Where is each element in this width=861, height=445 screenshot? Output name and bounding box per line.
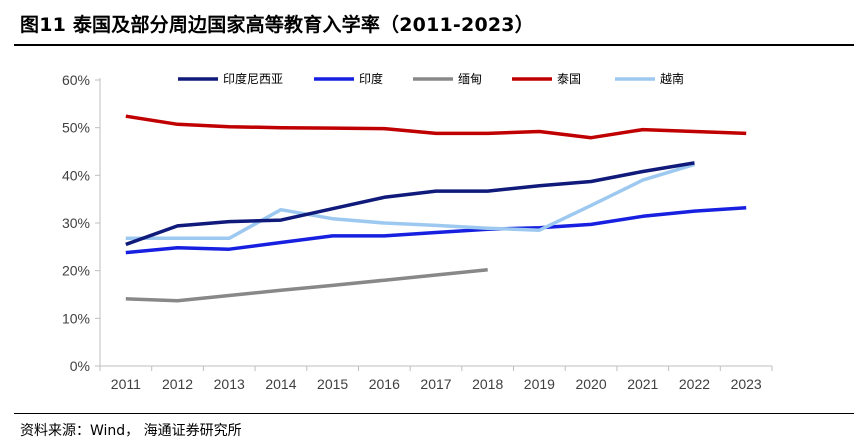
source-note: 资料来源：Wind， 海通证券研究所 — [20, 423, 242, 439]
series-line-4 — [125, 114, 747, 140]
figure-title: 图11 泰国及部分周边国家高等教育入学率（2011-2023） — [20, 14, 534, 36]
x-tick-label: 2019 — [524, 376, 555, 392]
x-tick-label: 2016 — [369, 376, 400, 392]
x-tick-label: 2018 — [472, 376, 503, 392]
title-rule — [14, 44, 854, 46]
series-line-1 — [125, 161, 695, 247]
x-tick-label: 2017 — [420, 376, 451, 392]
x-tick-label: 2023 — [731, 376, 762, 392]
y-tick-label: 60% — [62, 72, 90, 88]
source-rule — [14, 413, 854, 414]
y-tick-label: 40% — [62, 167, 90, 183]
y-tick-label: 20% — [62, 263, 90, 279]
legend-label: 缅甸 — [458, 72, 482, 86]
chart-legend: 印度尼西亚 印度 缅甸 泰国 越南 — [178, 71, 684, 86]
y-tick-label: 10% — [62, 310, 90, 326]
legend-label: 印度 — [359, 71, 383, 86]
chart-axes: 0% 10% 20% 30% 40% 50% 60% 2011 2012 2013 2014 2015… — [62, 72, 773, 392]
y-tick-label: 50% — [62, 120, 90, 136]
x-tick-label: 2022 — [679, 376, 710, 392]
series-line-5 — [125, 162, 696, 241]
legend-label: 印度尼西亚 — [223, 71, 283, 86]
x-tick-label: 2020 — [575, 376, 606, 392]
x-tick-label: 2021 — [627, 376, 658, 392]
x-tick-label: 2013 — [214, 376, 245, 392]
series-line-2 — [125, 205, 747, 255]
x-tick-label: 2011 — [111, 376, 141, 392]
x-tick-label: 2014 — [265, 376, 296, 392]
y-tick-label: 30% — [62, 215, 90, 231]
title-bar: 图11 泰国及部分周边国家高等教育入学率（2011-2023） — [0, 0, 861, 44]
series-layer — [125, 114, 747, 303]
y-tick-label: 0% — [70, 358, 90, 374]
series-line-3 — [125, 267, 488, 303]
legend-label: 泰国 — [557, 72, 581, 86]
x-tick-label: 2015 — [317, 376, 348, 392]
x-tick-label: 2012 — [162, 376, 193, 392]
legend-label: 越南 — [660, 71, 684, 86]
